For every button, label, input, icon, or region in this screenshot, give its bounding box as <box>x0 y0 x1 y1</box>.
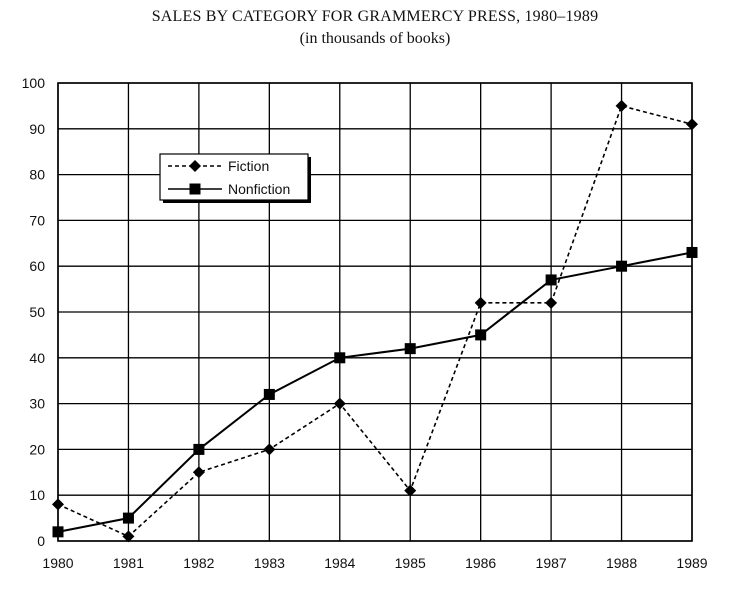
fiction-point <box>474 296 487 309</box>
chart-title: SALES BY CATEGORY FOR GRAMMERCY PRESS, 1… <box>151 8 599 25</box>
nonfiction-point <box>475 329 487 341</box>
plot-frame <box>57 82 693 542</box>
x-tick-label: 1986 <box>465 555 496 571</box>
y-tick-label: 70 <box>29 212 45 228</box>
y-tick-label: 90 <box>29 121 45 137</box>
legend-nonfiction-marker <box>189 183 201 195</box>
fiction-point <box>263 443 276 456</box>
legend-box <box>159 153 309 201</box>
y-tick-label: 50 <box>29 304 45 320</box>
y-tick-label: 20 <box>29 441 45 457</box>
x-tick-label: 1982 <box>183 555 214 571</box>
fiction-point <box>52 498 64 511</box>
nonfiction-point <box>334 352 346 364</box>
fiction-point <box>615 99 628 112</box>
legend-nonfiction-label: Nonfiction <box>228 181 290 197</box>
fiction-point <box>333 397 346 410</box>
nonfiction-point <box>122 512 134 524</box>
nonfiction-point <box>616 260 628 272</box>
y-tick-label: 0 <box>37 533 45 549</box>
legend-fiction-label: Fiction <box>228 158 269 174</box>
y-tick-label: 40 <box>29 350 45 366</box>
nonfiction-point <box>545 274 557 286</box>
x-tick-label: 1985 <box>395 555 426 571</box>
x-tick-label: 1983 <box>254 555 285 571</box>
fiction-point <box>192 466 205 479</box>
chart-subtitle: (in thousands of books) <box>299 30 451 47</box>
x-tick-label: 1981 <box>113 555 144 571</box>
x-tick-label: 1980 <box>42 555 73 571</box>
nonfiction-point <box>263 388 275 400</box>
nonfiction-point <box>686 246 698 258</box>
fiction-point <box>404 484 417 497</box>
y-tick-label: 100 <box>22 75 46 91</box>
nonfiction-point <box>404 343 416 355</box>
fiction-point <box>545 296 558 309</box>
nonfiction-point <box>193 443 205 455</box>
nonfiction-series-line <box>57 251 693 533</box>
x-tick-label: 1987 <box>536 555 567 571</box>
x-tick-label: 1989 <box>676 555 707 571</box>
y-tick-label: 10 <box>29 487 45 503</box>
y-tick-label: 30 <box>29 396 45 412</box>
x-tick-label: 1984 <box>324 555 355 571</box>
x-tick-label: 1988 <box>606 555 637 571</box>
fiction-point <box>122 530 135 543</box>
fiction-series-line <box>57 104 693 538</box>
y-tick-label: 60 <box>29 258 45 274</box>
fiction-point <box>686 118 698 131</box>
nonfiction-point <box>52 526 64 538</box>
y-tick-label: 80 <box>29 167 45 183</box>
legend-fiction-marker <box>189 160 201 172</box>
